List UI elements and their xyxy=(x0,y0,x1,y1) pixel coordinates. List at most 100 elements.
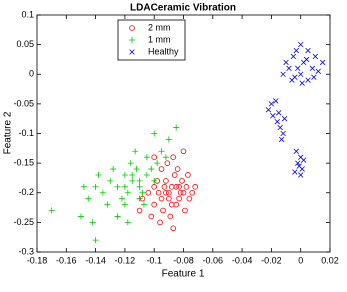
point xyxy=(283,59,289,66)
point xyxy=(158,148,165,155)
legend: 2 mm 1 mm Healthy xyxy=(117,19,186,61)
point xyxy=(278,136,285,143)
point xyxy=(127,160,134,167)
point xyxy=(121,201,128,208)
point xyxy=(180,148,187,155)
point xyxy=(167,213,174,220)
point xyxy=(290,53,297,60)
y-tick-label: 0 xyxy=(29,69,34,79)
x-tick-label: -0.14 xyxy=(85,255,106,265)
plot-frame xyxy=(36,14,331,253)
x-tick-label: 0.02 xyxy=(321,255,339,265)
point xyxy=(145,189,152,196)
point xyxy=(114,183,121,190)
point xyxy=(309,65,316,72)
point xyxy=(151,154,158,161)
y-tick-label: -0.25 xyxy=(13,217,34,227)
x-tick-label: -0.16 xyxy=(56,255,77,265)
point xyxy=(298,172,304,178)
point xyxy=(148,166,155,173)
point xyxy=(154,160,161,167)
point xyxy=(293,47,299,54)
point xyxy=(151,177,158,184)
point xyxy=(185,172,191,178)
point xyxy=(48,207,55,214)
point xyxy=(151,201,158,208)
point xyxy=(166,189,172,196)
point xyxy=(189,189,196,196)
point xyxy=(136,195,143,202)
point xyxy=(143,154,150,161)
point xyxy=(129,171,136,178)
point xyxy=(104,201,111,208)
point xyxy=(121,171,128,178)
point xyxy=(280,71,286,77)
point xyxy=(182,207,188,214)
point xyxy=(311,74,317,80)
x-tick-label: -0.18 xyxy=(27,255,48,265)
point xyxy=(295,65,301,72)
point xyxy=(151,130,158,137)
x-tick-label: -0.12 xyxy=(115,255,136,265)
chart-title: LDACeramic Vibration xyxy=(130,3,236,14)
point xyxy=(173,201,179,208)
point xyxy=(265,107,272,113)
point xyxy=(132,148,139,155)
point xyxy=(171,172,178,178)
legend-marker xyxy=(129,37,135,43)
point xyxy=(319,59,326,66)
point xyxy=(124,219,131,226)
point xyxy=(168,201,175,208)
point xyxy=(173,124,180,131)
point xyxy=(268,101,275,107)
point xyxy=(163,178,169,184)
point xyxy=(166,195,172,202)
point xyxy=(176,195,182,202)
point xyxy=(176,184,182,190)
point xyxy=(276,110,282,116)
point xyxy=(177,189,184,196)
point xyxy=(289,77,295,83)
point xyxy=(274,118,280,125)
point xyxy=(129,177,136,184)
point xyxy=(160,207,166,214)
point xyxy=(305,47,311,54)
point xyxy=(280,130,286,137)
point xyxy=(305,77,311,83)
point xyxy=(179,178,185,184)
point xyxy=(303,56,310,63)
x-tick-label: 0 xyxy=(298,255,303,265)
point xyxy=(298,71,304,77)
point xyxy=(170,154,177,161)
y-tick-label: -0.3 xyxy=(18,246,34,256)
point xyxy=(295,160,301,166)
point xyxy=(136,207,143,214)
point xyxy=(136,183,143,190)
x-tick-label: -0.02 xyxy=(261,255,282,265)
point xyxy=(161,184,168,190)
point xyxy=(174,166,181,172)
point xyxy=(183,184,190,190)
point xyxy=(292,169,298,175)
point xyxy=(110,166,117,173)
point xyxy=(148,213,155,220)
point xyxy=(296,163,302,169)
legend-marker xyxy=(129,25,135,31)
point xyxy=(173,184,179,190)
point xyxy=(85,195,92,202)
y-axis-label: Feature 2 xyxy=(3,111,14,154)
point xyxy=(140,201,147,208)
point xyxy=(158,166,165,172)
point xyxy=(143,171,150,178)
point xyxy=(99,189,106,196)
point xyxy=(293,148,299,154)
point xyxy=(139,189,146,196)
point xyxy=(186,195,193,202)
point xyxy=(114,213,121,220)
point xyxy=(155,189,162,196)
x-tick-label: -0.04 xyxy=(232,255,253,265)
point xyxy=(162,154,169,161)
legend-label: 1 mm xyxy=(148,34,171,44)
